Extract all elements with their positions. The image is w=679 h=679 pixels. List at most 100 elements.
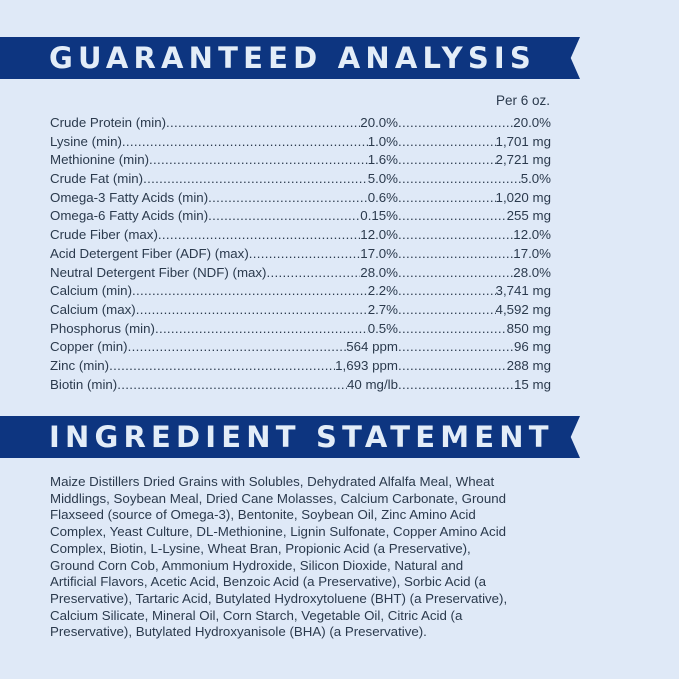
analysis-row: Phosphorus (min) 0.5% 850 mg [50,320,551,339]
dot-leader [398,376,514,395]
analysis-row: Crude Fat (min) 5.0% 5.0% [50,170,551,189]
ingredient-line: Flaxseed (source of Omega-3), Bentonite,… [50,507,476,523]
ingredient-line: Maize Distillers Dried Grains with Solub… [50,474,495,489]
nutrient-label: Crude Fat (min) [50,171,144,187]
dot-leader [208,207,360,226]
ingredient-line: Preservative), Tartaric Acid, Butylated … [50,590,508,606]
nutrient-label: Acid Detergent Fiber (ADF) (max) [50,245,249,261]
per-serving-value: 17.0% [513,245,551,261]
nutrient-label: Calcium (min) [50,283,133,299]
per-serving-value: 3,741 mg [495,283,551,299]
column-header: Per 6 oz. [495,93,550,108]
ingredient-statement-banner: INGREDIENT STATEMENT [0,416,580,458]
nutrient-label: Calcium (max) [50,301,136,317]
per-serving-value: 2,721 mg [495,152,551,168]
dot-leader [398,133,496,152]
analysis-row: Neutral Detergent Fiber (NDF) (max) 28.0%… [50,264,551,283]
ingredient-line: Complex, Biotin, L-Lysine, Wheat Bran, P… [50,540,471,556]
dot-leader [398,282,496,301]
analysis-table: Crude Protein (min) 20.0% 20.0% Lysine (mi… [50,114,551,394]
dot-leader [155,320,368,339]
ingredient-line: Ground Corn Cob, Ammonium Hydroxide, Sil… [50,557,464,573]
analysis-row: Omega-6 Fatty Acids (min) 0.15% 255 mg [50,207,551,226]
nutrient-value: 2.2% [367,283,398,299]
dot-leader [267,264,361,283]
ingredient-line: Calcium Silicate, Mineral Oil, Corn Star… [50,607,463,623]
dot-leader [143,170,368,189]
nutrient-value: 1.0% [367,133,398,149]
guaranteed-analysis-banner: GUARANTEED ANALYSIS [0,37,580,79]
ingredient-line: Middlings, Soybean Meal, Dried Cane Mola… [50,490,507,506]
analysis-row: Lysine (min) 1.0% 1,701 mg [50,133,551,152]
analysis-row: Methionine (min) 1.6% 2,721 mg [50,151,551,170]
nutrient-label: Omega-3 Fatty Acids (min) [50,189,209,205]
nutrient-label: Phosphorus (min) [50,320,155,336]
nutrient-value: 0.6% [367,189,398,205]
analysis-row: Copper (min) 564 ppm 96 mg [50,338,551,357]
nutrient-label: Zinc (min) [50,357,110,373]
analysis-row: Calcium (min) 2.2% 3,741 mg [50,282,551,301]
nutrient-label: Crude Fiber (max) [50,227,158,243]
per-serving-value: 28.0% [513,264,551,280]
nutrient-label: Methionine (min) [50,152,150,168]
dot-leader [398,301,496,320]
dot-leader [136,301,368,320]
per-serving-value: 12.0% [513,227,551,243]
dot-leader [132,282,368,301]
analysis-row: Acid Detergent Fiber (ADF) (max) 17.0% 1… [50,245,551,264]
ingredient-line: Preservative), Butylated Hydroxyanisole … [50,624,427,640]
nutrient-label: Omega-6 Fatty Acids (min) [50,208,209,224]
section-title: GUARANTEED ANALYSIS [49,41,537,75]
dot-leader [117,376,347,395]
nutrient-value: 1.6% [367,152,398,168]
nutrient-value: 0.5% [367,320,398,336]
dot-leader [149,151,368,170]
dot-leader [158,226,360,245]
nutrient-value: 1,693 ppm [335,357,398,373]
per-serving-value: 1,701 mg [495,133,551,149]
dot-leader [249,245,361,264]
dot-leader [398,264,513,283]
dot-leader [398,245,513,264]
nutrient-label: Biotin (min) [50,376,118,392]
dot-leader [166,114,360,133]
dot-leader [128,338,347,357]
dot-leader [398,170,521,189]
dot-leader [398,151,496,170]
nutrient-value: 0.15% [360,208,398,224]
analysis-row: Crude Fiber (max) 12.0% 12.0% [50,226,551,245]
dot-leader [398,207,507,226]
section-title: INGREDIENT STATEMENT [49,420,554,454]
dot-leader [398,189,496,208]
per-serving-value: 20.0% [513,115,551,130]
nutrient-value: 564 ppm [346,339,398,355]
nutrient-label: Copper (min) [50,339,128,355]
dot-leader [122,133,368,152]
nutrient-value: 2.7% [367,301,398,317]
ingredient-line: Artificial Flavors, Acetic Acid, Benzoic… [50,574,487,590]
per-serving-value: 5.0% [520,171,551,187]
nutrient-value: 5.0% [367,171,398,187]
nutrient-label: Crude Protein (min) [50,115,167,130]
nutrient-label: Lysine (min) [50,133,122,149]
nutrient-label: Neutral Detergent Fiber (NDF) (max) [50,264,267,280]
nutrient-value: 40 mg/lb [347,376,398,392]
per-serving-value: 288 mg [506,357,551,373]
per-serving-value: 255 mg [506,208,551,224]
analysis-row: Calcium (max) 2.7% 4,592 mg [50,301,551,320]
analysis-row: Omega-3 Fatty Acids (min) 0.6% 1,020 mg [50,189,551,208]
nutrient-value: 20.0% [360,115,398,130]
dot-leader [398,338,514,357]
nutrient-value: 17.0% [360,245,398,261]
per-serving-value: 850 mg [506,320,551,336]
analysis-row: Zinc (min) 1,693 ppm 288 mg [50,357,551,376]
per-serving-value: 96 mg [514,339,551,355]
ingredient-list: Maize Distillers Dried Grains with Solub… [50,474,507,641]
nutrient-value: 28.0% [360,264,398,280]
dot-leader [398,320,507,339]
dot-leader [109,357,335,376]
analysis-row: Crude Protein (min) 20.0% 20.0% [50,114,551,133]
per-serving-value: 15 mg [514,376,551,392]
dot-leader [398,226,513,245]
ingredient-line: Complex, Yeast Culture, DL-Methionine, L… [50,524,507,540]
